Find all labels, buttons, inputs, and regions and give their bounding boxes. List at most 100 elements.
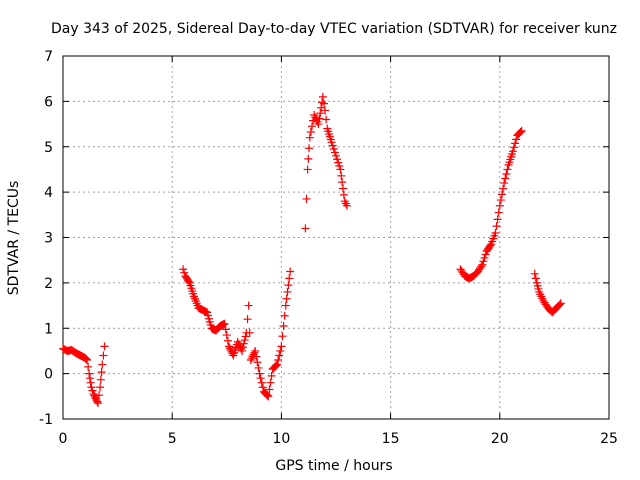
data-point (267, 371, 276, 380)
data-point (98, 360, 107, 369)
data-point (96, 375, 105, 384)
y-tick-label: 7 (44, 49, 53, 65)
x-tick-label: 5 (168, 431, 177, 447)
data-point (481, 250, 490, 259)
x-tick-labels: 0 5 10 15 20 25 (59, 431, 618, 447)
data-point (272, 361, 281, 370)
data-point (243, 315, 252, 324)
data-point (512, 135, 521, 144)
data-point (492, 222, 501, 231)
data-point (100, 342, 109, 351)
x-tick-label: 10 (272, 431, 290, 447)
x-tick-label: 20 (491, 431, 509, 447)
data-point (499, 184, 508, 193)
data-point (179, 265, 188, 274)
data-point (93, 399, 102, 408)
data-point (238, 343, 247, 352)
data-point (511, 139, 520, 148)
data-point (85, 369, 94, 378)
grid-lines (63, 56, 609, 419)
data-point (224, 342, 233, 351)
x-tick-label: 25 (600, 431, 618, 447)
data-point (302, 194, 311, 203)
data-point (95, 391, 104, 400)
data-point (285, 274, 294, 283)
data-point (271, 362, 280, 371)
data-point (342, 201, 351, 210)
data-point (493, 215, 502, 224)
data-point (81, 354, 90, 363)
data-point (264, 392, 273, 401)
data-point (531, 274, 540, 283)
data-point (253, 358, 262, 367)
data-point (301, 224, 310, 233)
data-point (333, 155, 342, 164)
y-tick-label: -1 (39, 412, 53, 428)
data-point (332, 151, 340, 160)
data-point (334, 158, 343, 167)
data-point (223, 336, 232, 345)
data-point (516, 128, 525, 137)
data-point (336, 165, 345, 174)
y-tick-label: 1 (44, 321, 53, 337)
data-point (221, 325, 230, 334)
data-point (83, 356, 92, 365)
data-point (321, 106, 330, 115)
data-point (93, 397, 102, 406)
data-point (245, 328, 254, 337)
data-point (338, 184, 347, 193)
data-point (246, 356, 255, 365)
data-point (255, 369, 264, 378)
data-point (258, 383, 267, 392)
data-point (263, 391, 272, 400)
data-point (495, 201, 504, 210)
data-point (87, 383, 96, 392)
data-point (303, 165, 312, 174)
data-point (96, 383, 105, 392)
data-point (530, 269, 539, 278)
data-point (238, 346, 247, 355)
data-point (338, 178, 347, 187)
data-point (180, 268, 189, 277)
data-point (491, 228, 500, 237)
data-point (282, 294, 291, 303)
y-tick-label: 6 (44, 94, 53, 110)
data-point (275, 351, 284, 360)
y-axis-label: SDTVAR / TECUs (6, 181, 22, 296)
data-point (286, 267, 295, 276)
data-point (486, 241, 495, 250)
tick-marks (62, 55, 610, 420)
data-point (266, 378, 275, 387)
data-point (82, 355, 91, 364)
data-point (257, 378, 266, 387)
data-point (305, 144, 314, 153)
data-point (247, 354, 256, 363)
data-point (502, 169, 511, 178)
data-point (274, 356, 283, 365)
data-point (508, 147, 517, 156)
data-point (480, 253, 489, 262)
data-point (276, 346, 285, 355)
data-point (477, 262, 486, 271)
data-point (250, 348, 259, 357)
chart-title: Day 343 of 2025, Sidereal Day-to-day VTE… (51, 21, 617, 37)
data-point (329, 145, 338, 154)
data-point (86, 378, 95, 387)
data-point (265, 385, 274, 394)
data-point (339, 190, 348, 199)
y-tick-labels: -1 0 1 2 3 4 5 6 7 (39, 49, 53, 428)
data-point (273, 360, 282, 369)
data-point (322, 115, 331, 124)
y-tick-label: 4 (44, 185, 53, 201)
data-point (335, 162, 344, 171)
data-point (517, 126, 526, 135)
data-point (314, 120, 323, 129)
data-point (254, 363, 263, 372)
data-point (337, 171, 346, 180)
data-point (500, 179, 509, 188)
data-point (184, 277, 193, 286)
data-point (240, 336, 249, 345)
data-point (501, 174, 510, 183)
data-point (225, 344, 234, 353)
